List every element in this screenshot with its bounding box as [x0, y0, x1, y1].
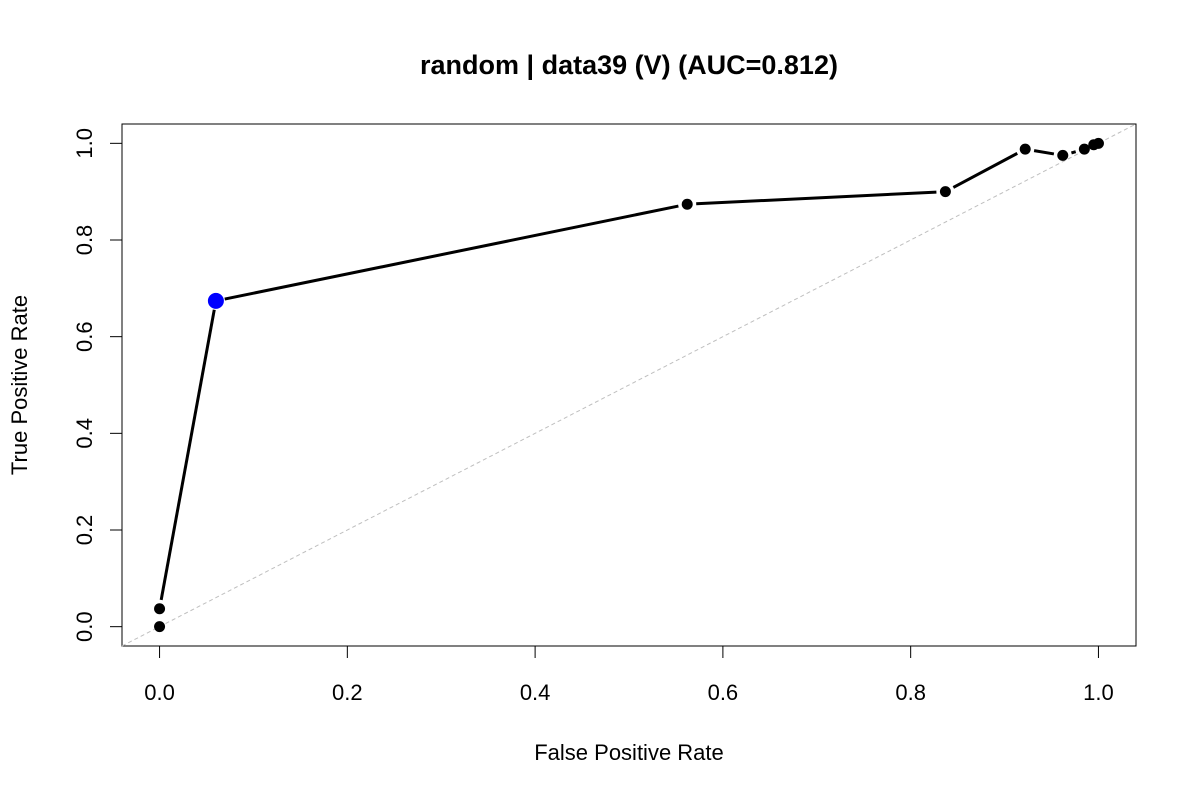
y-tick-label: 0.2: [72, 515, 97, 546]
roc-point: [681, 198, 693, 210]
y-axis: 0.0 0.2 0.4 0.6 0.8 1.0: [72, 128, 123, 642]
roc-curve-layer: [159, 149, 1077, 601]
roc-point: [154, 603, 166, 615]
x-tick-label: 0.4: [520, 680, 551, 705]
x-tick-label: 0.0: [144, 680, 175, 705]
x-tick-label: 0.8: [895, 680, 926, 705]
roc-segment: [696, 190, 937, 206]
roc-segment: [1033, 149, 1055, 156]
roc-point: [154, 621, 166, 633]
x-tick-label: 0.2: [332, 680, 363, 705]
roc-segment: [224, 204, 679, 301]
reference-diagonal: [121, 123, 1137, 647]
roc-segment: [159, 309, 216, 601]
roc-point: [1057, 149, 1069, 161]
roc-points-layer: [154, 137, 1104, 633]
roc-segment: [952, 152, 1018, 189]
roc-point: [1019, 143, 1031, 155]
x-axis: 0.0 0.2 0.4 0.6 0.8 1.0: [144, 645, 1114, 705]
roc-point: [939, 186, 951, 198]
chart-title: random | data39 (V) (AUC=0.812): [420, 50, 838, 80]
x-tick-label: 0.6: [708, 680, 739, 705]
roc-point: [1078, 143, 1090, 155]
y-tick-label: 0.8: [72, 225, 97, 256]
reference-diagonal-layer: [121, 123, 1137, 647]
y-tick-label: 0.4: [72, 418, 97, 449]
x-tick-label: 1.0: [1083, 680, 1114, 705]
optimal-threshold-point: [207, 292, 224, 309]
x-axis-label: False Positive Rate: [534, 740, 724, 765]
y-tick-label: 0.0: [72, 611, 97, 642]
y-axis-label: True Positive Rate: [7, 295, 32, 475]
y-tick-label: 0.6: [72, 321, 97, 352]
roc-point: [1092, 137, 1104, 149]
y-tick-label: 1.0: [72, 128, 97, 159]
roc-segment: [1070, 150, 1077, 155]
